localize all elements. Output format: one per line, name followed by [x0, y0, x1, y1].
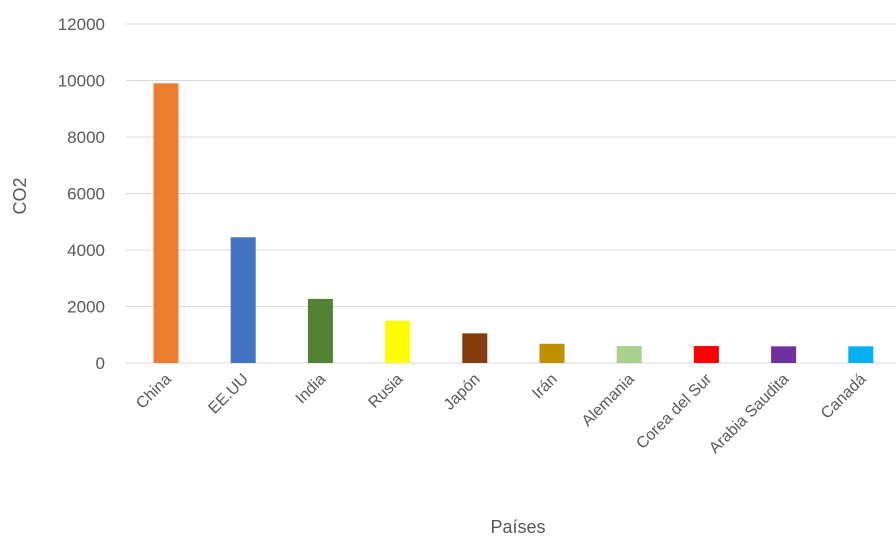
x-tick-labels: China EE.UU India Rusia Japón Irán AlemaniaCor… [133, 370, 869, 457]
bar-china [153, 83, 179, 363]
bar-ee-uu [230, 237, 256, 363]
y-tick-label: 4000 [67, 241, 105, 260]
x-tick-label: Alemania [579, 371, 638, 430]
bar-corea-del-sur [693, 346, 719, 363]
x-tick-label: Canadá [818, 371, 870, 423]
x-tick-label: Arabia Saudita [706, 371, 792, 457]
bar-jap-n [462, 333, 488, 363]
x-tick-label: China [133, 371, 175, 413]
x-tick-label: EE.UU [205, 371, 252, 418]
x-tick-label: Rusia [365, 371, 406, 412]
x-tick-label: India [293, 371, 330, 408]
y-tick-label: 2000 [67, 298, 105, 317]
y-axis-title: CO2 [10, 177, 30, 214]
y-tick-label: 6000 [67, 185, 105, 204]
x-axis-title: Países [490, 517, 545, 537]
x-tick-label: Irán [529, 371, 561, 403]
bar-rusia [385, 320, 411, 363]
bar-ir-n [539, 343, 565, 363]
bar-alemania [616, 346, 642, 363]
y-tick-labels: 0 2000 4000 6000 8000 10000 12000 [58, 15, 105, 373]
y-tick-label: 8000 [67, 128, 105, 147]
y-tick-label: 10000 [58, 72, 105, 91]
y-tick-label: 0 [96, 354, 105, 373]
bar-arabia-saudita [771, 346, 797, 363]
bars [153, 83, 874, 363]
y-tick-label: 12000 [58, 15, 105, 34]
x-tick-label: Corea del Sur [633, 370, 715, 452]
bar-india [307, 298, 333, 363]
bar-canad- [848, 346, 874, 363]
x-tick-label: Japón [441, 371, 484, 414]
